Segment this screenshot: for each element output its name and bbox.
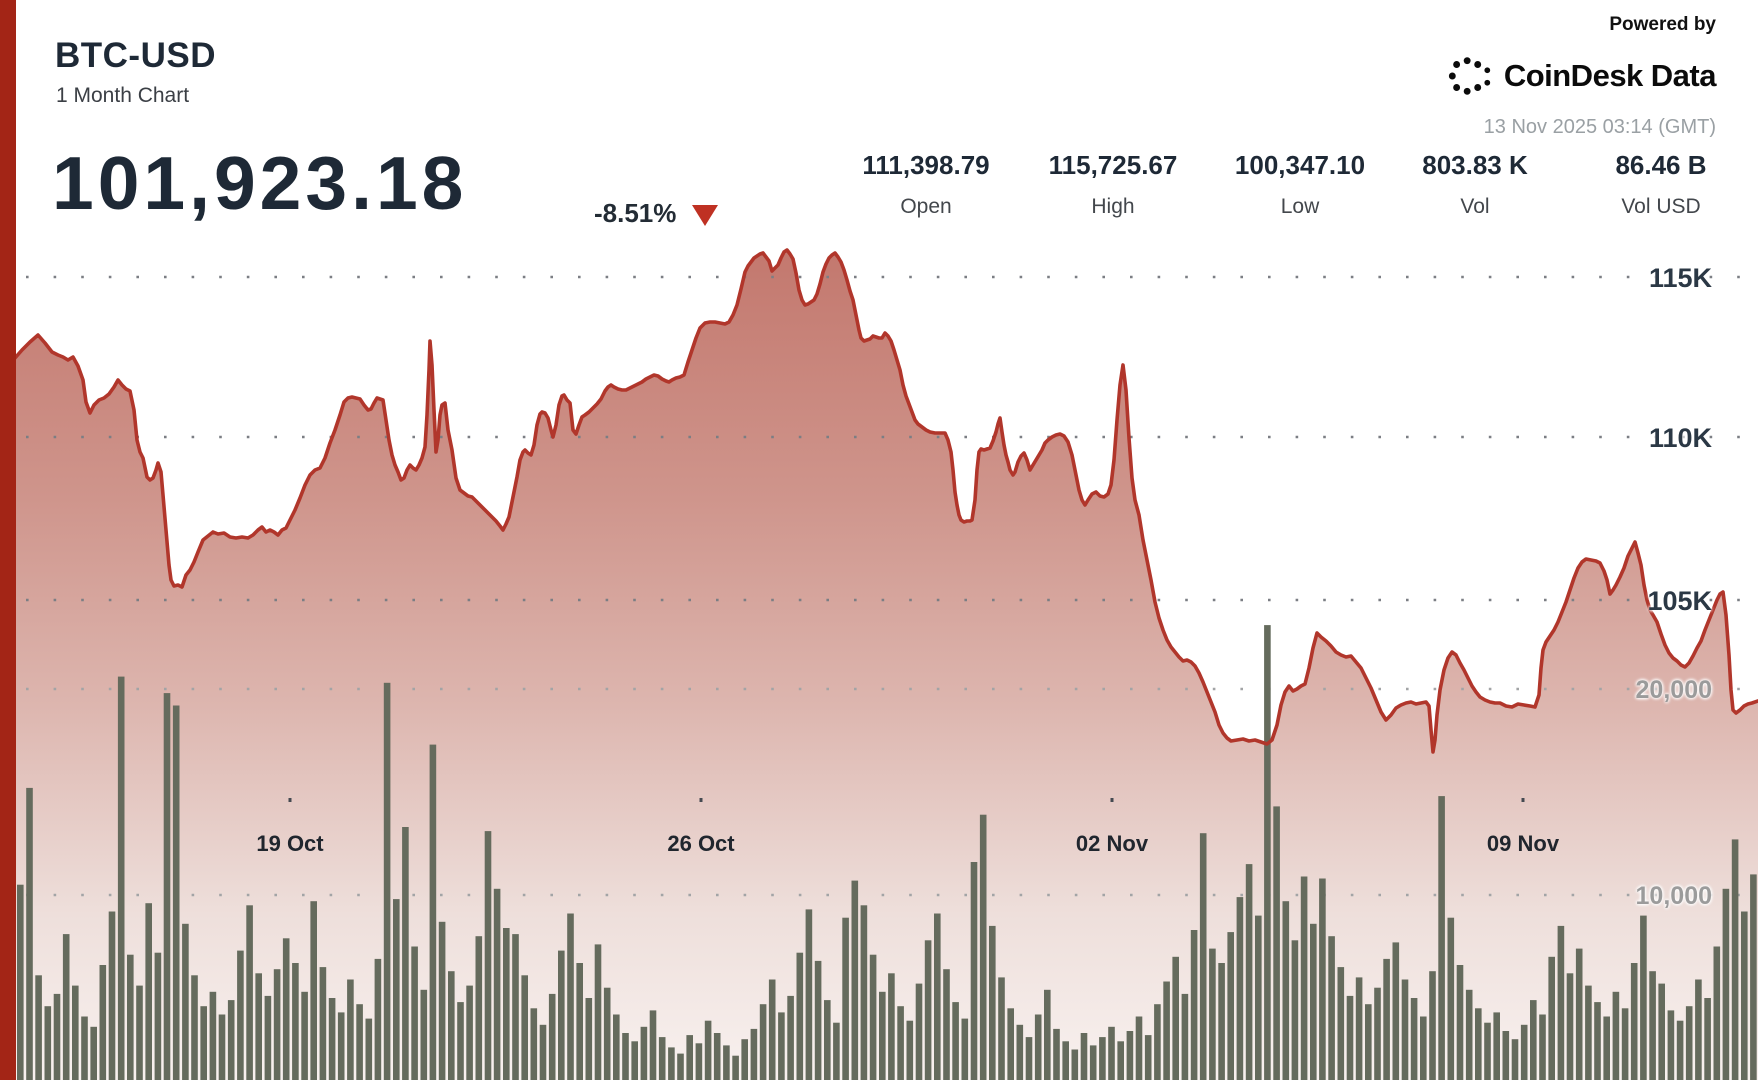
coindesk-data-logo[interactable]: CoinDesk Data (1448, 54, 1717, 98)
chart-period-subtitle: 1 Month Chart (56, 84, 190, 107)
stat-vol-value: 803.83 K (1422, 150, 1528, 180)
symbol-title: BTC-USD (55, 36, 216, 75)
change-percent: -8.51% (594, 198, 677, 228)
stat-low-label: Low (1280, 195, 1320, 218)
stat-high-label: High (1091, 195, 1135, 218)
down-arrow-icon (692, 205, 719, 226)
stat-open-value: 111,398.79 (862, 150, 990, 180)
date-label-09-nov: 09 Nov (1486, 831, 1560, 856)
stat-vol-usd: 86.46 B Vol USD (1541, 150, 1758, 219)
stat-vol-label: Vol (1460, 195, 1490, 218)
stat-high-value: 115,725.67 (1048, 150, 1178, 180)
volume-axis-label-20000: 20,000 (1635, 676, 1712, 704)
last-price: 101,923.18 (52, 141, 468, 225)
date-label-02-nov: 02 Nov (1075, 831, 1149, 856)
stat-vol-usd-value: 86.46 B (1615, 150, 1707, 180)
date-label-19-oct: 19 Oct (256, 831, 324, 856)
stat-open: 111,398.79 Open (806, 150, 1046, 219)
brand-data: Data (1650, 58, 1717, 93)
price-axis-label-115k: 115K (1648, 263, 1712, 293)
stat-open-label: Open (900, 195, 952, 218)
coindesk-dots-icon (1448, 57, 1490, 95)
price-axis-label-110k: 110K (1648, 423, 1712, 453)
change-row: -8.51% (594, 198, 719, 229)
price-axis-label-105k: 105K (1647, 586, 1712, 616)
stat-vol-usd-label: Vol USD (1621, 195, 1701, 218)
left-accent-bar (0, 0, 16, 1080)
stat-low: 100,347.10 Low (1180, 150, 1420, 219)
brand-coindesk: CoinDesk (1503, 58, 1643, 93)
date-label-26-oct: 26 Oct (667, 831, 735, 856)
timestamp: 13 Nov 2025 03:14 (GMT) (1483, 116, 1716, 138)
volume-axis-label-10000: 10,000 (1635, 882, 1712, 910)
stat-high: 115,725.67 High (993, 150, 1233, 219)
powered-by-label: Powered by (1609, 14, 1716, 35)
stat-vol: 803.83 K Vol (1355, 150, 1595, 219)
stat-low-value: 100,347.10 (1234, 150, 1366, 180)
coindesk-wordmark: CoinDesk Data (1503, 58, 1717, 94)
